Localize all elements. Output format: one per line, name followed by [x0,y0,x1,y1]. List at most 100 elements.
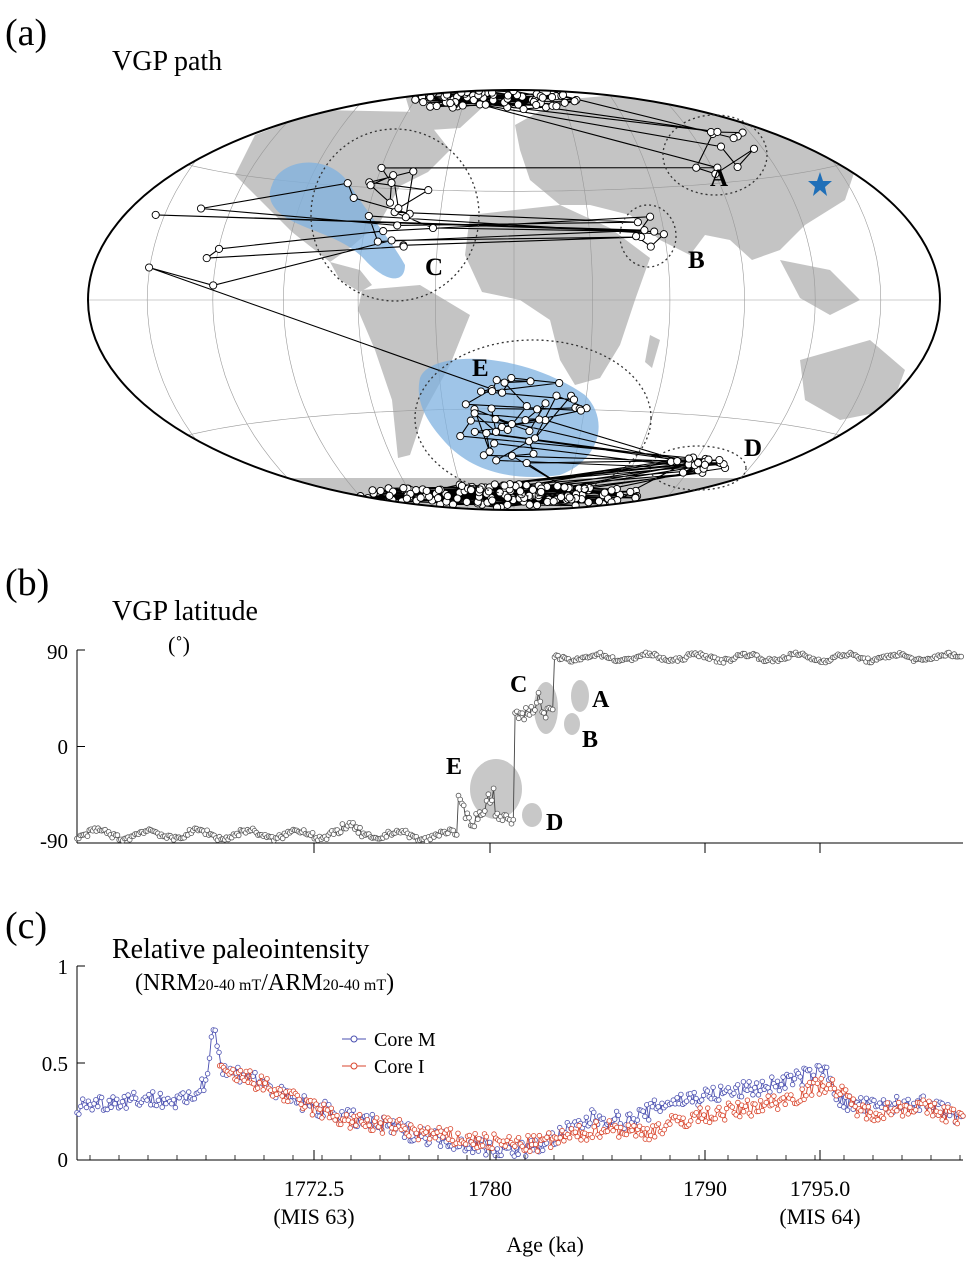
core-m-point [411,1137,417,1143]
cluster-circle-c [310,128,480,302]
core-m-point [466,1145,472,1152]
core-i-point [583,1137,590,1143]
vgp-point [535,415,544,424]
vgp-point [456,432,465,441]
vgp-point [541,399,550,408]
cluster-shade-d [522,803,542,827]
core-i-points [216,1062,966,1155]
vgp-point [553,482,562,491]
vgp-point [522,458,531,468]
core-i-point [531,1133,537,1139]
core-m-point [750,1092,756,1098]
core-i-point [392,1125,399,1132]
vgp-point [416,493,425,502]
core-i-point [610,1127,616,1134]
land-australia [800,340,905,420]
core-i-point [555,1140,561,1146]
core-i-point [773,1100,779,1106]
vgp-point [525,500,534,509]
panel-a-title: VGP path [112,46,222,77]
core-i-point [548,1144,554,1150]
vgp-point [607,486,616,495]
core-i-point [899,1113,906,1119]
core-i-point [814,1080,821,1087]
core-m-point [863,1095,870,1101]
vgp-point [526,377,535,386]
vgp-point [673,457,682,466]
vgp-point [532,501,542,510]
core-m-point [131,1089,137,1096]
vgp-point [422,486,431,495]
core-i-point [867,1109,873,1115]
core-i-point [370,1127,376,1133]
core-m-point [691,1089,697,1096]
vgp-point [498,388,507,397]
core-i-point [247,1068,253,1074]
core-i-point [678,1121,684,1127]
core-i-point [913,1107,919,1113]
core-i-point [237,1067,244,1074]
core-i-point [695,1118,701,1125]
b-label-e: E [446,754,462,780]
core-i-point [604,1128,611,1134]
core-i-point [532,1141,539,1148]
core-i-point [256,1079,263,1086]
vgp-point [373,237,382,246]
vgp-point [399,484,408,493]
vgp-point [716,142,726,151]
vgp-latitude-point [350,819,356,826]
panel-a-letter: (a) [5,12,47,54]
core-i-point [417,1124,423,1130]
core-i-point [729,1104,735,1110]
vgp-latitude-point [337,829,344,836]
vgp-point [503,91,513,100]
vgp-point [694,458,703,467]
core-i-point [803,1092,809,1099]
vgp-point [715,455,724,465]
vgp-point [458,101,467,110]
core-m-point [752,1084,758,1091]
core-i-point [264,1075,270,1082]
age-tick-sub-mis63: (MIS 63) [273,1204,354,1229]
vgp-point [525,426,534,436]
vgp-point [632,232,641,241]
core-i-point [924,1110,930,1116]
core-i-point [309,1112,316,1118]
core-m-point [627,1111,633,1117]
core-m-point [858,1095,864,1101]
core-m-point [110,1094,116,1100]
core-m-point [117,1103,124,1109]
c-ytick-label-05: 0.5 [42,1052,68,1076]
cluster-label-b: B [688,247,705,274]
vgp-point [469,95,478,105]
vgp-latitude-point [521,716,527,723]
core-m-point [132,1095,139,1101]
legend-core-m-label: Core M [374,1029,436,1051]
core-i-point [455,1130,461,1136]
core-i-point [483,1134,490,1140]
core-i-point [839,1083,845,1089]
core-m-point [587,1120,593,1126]
vgp-point [516,487,525,496]
panel-b-title: VGP latitude [112,596,258,627]
vgp-point [503,493,512,502]
vgp-point [503,425,512,434]
vgp-point [626,487,635,496]
vgp-point [640,226,649,235]
vgp-point [214,244,224,253]
subtitle-part: /ARM [261,970,322,996]
panel-b-clusters [470,680,589,827]
cluster-shade-b [564,713,580,735]
subtitle-subscript: 20-40 mT [323,977,387,994]
core-i-point [254,1085,261,1091]
b-label-d: D [546,810,563,836]
vgp-latitude-point [309,829,316,836]
vgp-point [379,227,388,236]
core-i-point [396,1116,403,1123]
core-i-point [313,1101,319,1107]
vgp-point [576,406,585,415]
vgp-point [491,427,501,436]
b-ytick-neg90: -90 [40,829,68,853]
core-i-point [854,1112,860,1119]
core-i-point [937,1109,943,1115]
